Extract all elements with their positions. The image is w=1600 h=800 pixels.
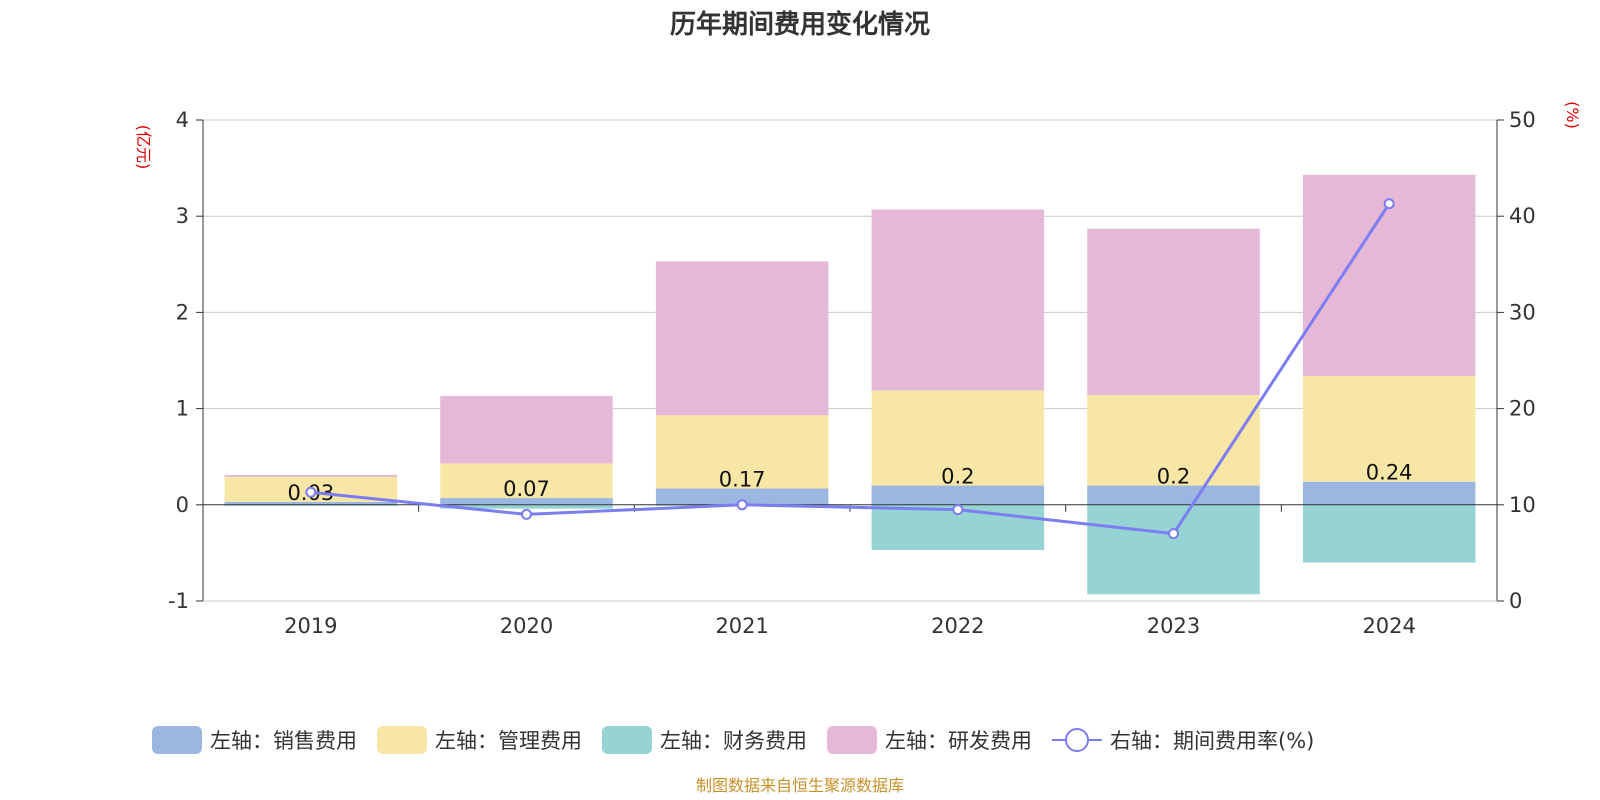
bar-财务费用-2023 (1087, 504, 1260, 595)
bar-财务费用-2024 (1302, 504, 1476, 563)
legend-circle-swatch (1065, 728, 1089, 752)
bar-研发费用-2019 (224, 474, 398, 477)
line-point-2021 (736, 499, 748, 511)
legend: 左轴：销售费用 左轴：管理费用 左轴：财务费用 左轴：研发费用 右轴：期间费用率(%) (152, 726, 1314, 754)
left-axis-tick-label: 0 (176, 493, 189, 517)
legend-label: 左轴：财务费用 (660, 729, 807, 753)
left-axis-tick-label: 2 (176, 300, 189, 324)
right-axis-tick-label: 40 (1509, 204, 1536, 228)
bar-研发费用-2023 (1087, 228, 1260, 396)
right-axis-tick-label: 50 (1509, 108, 1536, 132)
line-point-2019 (305, 486, 317, 498)
data-labels: 0.030.070.170.20.20.24 (287, 461, 1412, 505)
line-point-2020 (521, 508, 532, 520)
bar-series (224, 174, 1476, 595)
bar-销售费用-2019 (224, 501, 398, 505)
bar-管理费用-2023 (1087, 395, 1260, 486)
bar-管理费用-2021 (655, 415, 829, 489)
right-axis-tick-label: 20 (1509, 397, 1536, 421)
legend-swatch (827, 726, 877, 754)
x-axis-tick-label: 2023 (1147, 614, 1200, 638)
data-label: 0.24 (1366, 461, 1413, 485)
left-axis-tick-label: 1 (176, 397, 189, 421)
x-axis-tick-label: 2024 (1362, 614, 1415, 638)
data-label: 0.2 (941, 465, 974, 489)
legend-label: 左轴：研发费用 (885, 729, 1032, 753)
bar-销售费用-2023 (1087, 485, 1260, 505)
right-axis-tick-label: 30 (1509, 300, 1536, 324)
bar-销售费用-2024 (1302, 481, 1476, 505)
bar-研发费用-2021 (655, 261, 829, 416)
right-axis-tick-label: 10 (1509, 493, 1536, 517)
x-axis-tick-label: 2022 (931, 614, 984, 638)
line-point-2024 (1383, 198, 1395, 210)
data-label: 0.07 (503, 477, 550, 501)
line-期间费用率 (310, 202, 1391, 536)
legend-swatch (377, 726, 427, 754)
right-axis-unit: (%) (1563, 101, 1582, 129)
line-point-2022 (952, 504, 964, 516)
bar-管理费用-2024 (1302, 375, 1476, 482)
left-axis-tick-label: -1 (168, 589, 189, 613)
line-series (305, 198, 1395, 540)
data-label: 0.17 (719, 467, 766, 491)
left-axis-unit: (亿元) (134, 125, 153, 170)
bar-管理费用-2022 (871, 390, 1045, 486)
bar-财务费用-2020 (440, 504, 613, 509)
x-axis-tick-label: 2021 (715, 614, 768, 638)
legend-label: 右轴：期间费用率(%) (1110, 729, 1314, 753)
right-axis-tick-label: 0 (1509, 589, 1522, 613)
bar-销售费用-2022 (871, 485, 1045, 505)
source-note: 制图数据来自恒生聚源数据库 (696, 776, 904, 795)
bar-研发费用-2020 (440, 396, 613, 464)
bar-研发费用-2022 (871, 209, 1045, 391)
bar-销售费用-2020 (440, 498, 613, 505)
left-axis-tick-label: 3 (176, 204, 189, 228)
bar-销售费用-2021 (655, 488, 829, 505)
legend-label: 左轴：销售费用 (210, 729, 357, 753)
x-axis-tick-label: 2019 (284, 614, 337, 638)
legend-label: 左轴：管理费用 (435, 729, 582, 753)
legend-swatch (602, 726, 652, 754)
chart-title: 历年期间费用变化情况 (670, 9, 930, 40)
legend-swatch (152, 726, 202, 754)
x-axis-tick-label: 2020 (500, 614, 553, 638)
data-label: 0.2 (1157, 465, 1190, 489)
line-point-2023 (1168, 528, 1179, 540)
left-axis-tick-label: 4 (176, 108, 189, 132)
bar-管理费用-2020 (440, 463, 613, 499)
